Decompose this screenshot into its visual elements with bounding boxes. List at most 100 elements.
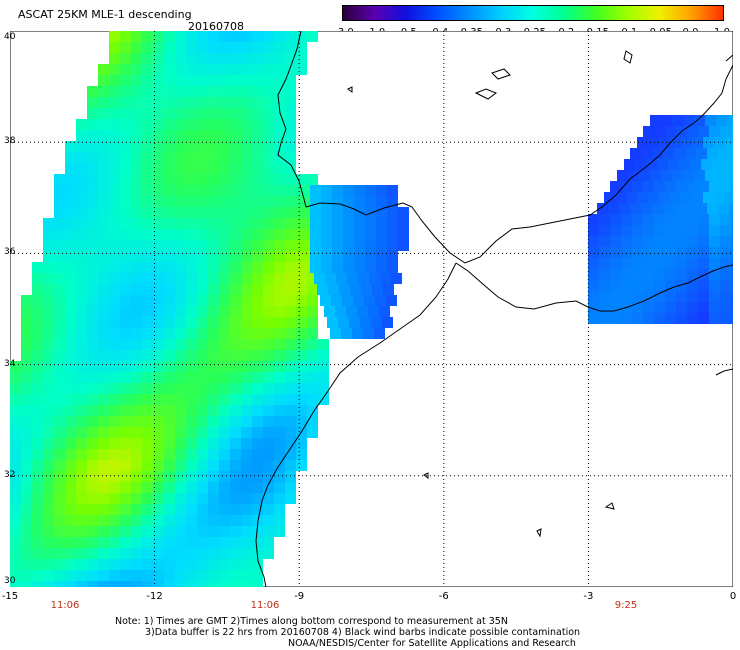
swath-pixel	[219, 427, 230, 438]
swath-pixel	[325, 273, 336, 284]
swath-pixel	[175, 119, 186, 130]
swath-pixel	[360, 317, 371, 328]
swath-pixel	[87, 416, 98, 427]
swath-pixel	[263, 471, 274, 482]
swath-pixel	[87, 207, 98, 218]
swath-pixel	[241, 295, 252, 306]
swath-pixel	[76, 482, 87, 493]
swath-pixel	[252, 416, 263, 427]
swath-pixel	[698, 313, 709, 324]
swath-pixel	[263, 185, 274, 196]
swath-pixel	[687, 302, 698, 313]
swath-pixel	[120, 471, 131, 482]
swath-pixel	[376, 240, 387, 251]
swath-pixel	[230, 383, 241, 394]
swath-pixel	[32, 383, 43, 394]
swath-pixel	[131, 515, 142, 526]
swath-pixel	[307, 174, 318, 185]
swath-pixel	[208, 251, 219, 262]
swath-pixel	[98, 537, 109, 548]
swath-pixel	[665, 302, 676, 313]
swath-pixel	[296, 383, 307, 394]
swath-pixel	[21, 449, 32, 460]
swath-pixel	[186, 251, 197, 262]
swath-pixel	[43, 394, 54, 405]
swath-pixel	[186, 218, 197, 229]
swath-pixel	[230, 537, 241, 548]
swath-pixel	[674, 203, 685, 214]
swath-pixel	[252, 31, 263, 42]
swath-pixel	[263, 152, 274, 163]
swath-pixel	[131, 438, 142, 449]
swath-pixel	[687, 280, 698, 291]
swath-pixel	[65, 361, 76, 372]
swath-pixel	[32, 460, 43, 471]
swath-pixel	[729, 148, 733, 159]
swath-pixel	[274, 416, 285, 427]
swath-pixel	[175, 460, 186, 471]
swath-pixel	[274, 108, 285, 119]
swath-pixel	[628, 170, 639, 181]
swath-pixel	[219, 537, 230, 548]
swath-pixel	[98, 449, 109, 460]
swath-pixel	[54, 174, 65, 185]
swath-pixel	[10, 405, 21, 416]
swath-pixel	[142, 31, 153, 42]
swath-pixel	[65, 438, 76, 449]
swath-pixel	[175, 218, 186, 229]
swath-pixel	[32, 262, 43, 273]
swath-pixel	[241, 581, 252, 587]
swath-pixel	[285, 339, 296, 350]
swath-pixel	[307, 372, 318, 383]
swath-pixel	[98, 548, 109, 559]
swath-pixel	[219, 515, 230, 526]
swath-pixel	[641, 148, 652, 159]
swath-pixel	[621, 181, 632, 192]
swath-pixel	[32, 328, 43, 339]
swath-pixel	[120, 119, 131, 130]
swath-pixel	[164, 372, 175, 383]
swath-pixel	[347, 273, 358, 284]
swath-pixel	[98, 438, 109, 449]
swath-pixel	[109, 31, 120, 42]
swath-pixel	[376, 218, 387, 229]
swath-pixel	[21, 471, 32, 482]
swath-pixel	[604, 192, 615, 203]
swath-pixel	[175, 262, 186, 273]
swath-pixel	[131, 174, 142, 185]
swath-pixel	[241, 526, 252, 537]
swath-pixel	[219, 240, 230, 251]
swath-pixel	[109, 526, 120, 537]
swath-pixel	[109, 207, 120, 218]
swath-pixel	[343, 229, 354, 240]
swath-pixel	[274, 372, 285, 383]
swath-pixel	[252, 273, 263, 284]
swath-pixel	[230, 295, 241, 306]
swath-pixel	[285, 361, 296, 372]
swath-pixel	[324, 306, 335, 317]
swath-pixel	[285, 42, 296, 53]
swath-pixel	[153, 493, 164, 504]
footer-note-2: 3)Data buffer is 22 hrs from 20160708 4)…	[145, 627, 581, 638]
swath-pixel	[32, 306, 43, 317]
swath-pixel	[21, 317, 32, 328]
swath-pixel	[317, 284, 328, 295]
swath-pixel	[274, 218, 285, 229]
swath-pixel	[398, 218, 409, 229]
swath-pixel	[252, 251, 263, 262]
swath-pixel	[10, 416, 21, 427]
swath-pixel	[676, 302, 687, 313]
swath-pixel	[142, 405, 153, 416]
swath-pixel	[643, 258, 654, 269]
swath-pixel	[241, 438, 252, 449]
swath-pixel	[153, 42, 164, 53]
swath-pixel	[186, 515, 197, 526]
swath-pixel	[186, 42, 197, 53]
swath-pixel	[643, 302, 654, 313]
swath-pixel	[219, 570, 230, 581]
swath-pixel	[252, 471, 263, 482]
swath-pixel	[654, 247, 665, 258]
swath-pixel	[153, 163, 164, 174]
swath-pixel	[219, 471, 230, 482]
swath-pixel	[175, 53, 186, 64]
